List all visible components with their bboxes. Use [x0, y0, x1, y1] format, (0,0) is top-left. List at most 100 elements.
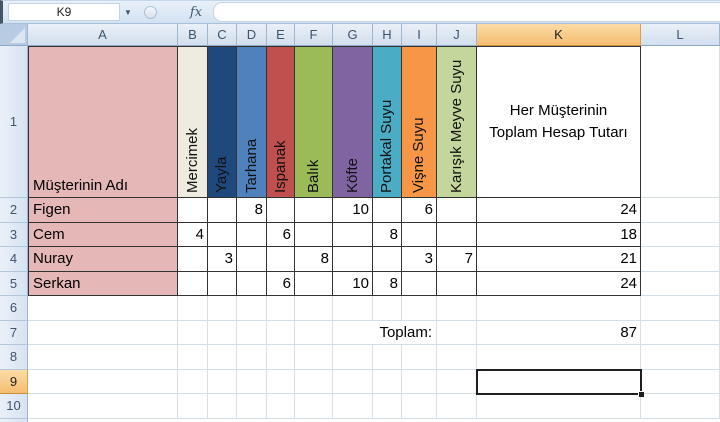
column-header-C[interactable]: C [208, 24, 237, 46]
column-header-L[interactable]: L [641, 24, 720, 46]
cell-I9[interactable] [402, 369, 437, 394]
column-header-E[interactable]: E [267, 24, 295, 46]
cell-F6[interactable] [295, 296, 333, 321]
column-header-G[interactable]: G [333, 24, 373, 46]
cell-F10[interactable] [295, 394, 333, 419]
cell-E8[interactable] [267, 345, 295, 370]
cell-J3[interactable] [437, 222, 477, 247]
cell-F4[interactable]: 8 [295, 247, 333, 272]
cell-E10[interactable] [267, 394, 295, 419]
column-header-B[interactable]: B [178, 24, 208, 46]
cell-C8[interactable] [208, 345, 237, 370]
row-header-4[interactable]: 4 [0, 247, 28, 272]
cell-L8[interactable] [641, 345, 720, 370]
cell-F8[interactable] [295, 345, 333, 370]
cell-F2[interactable] [295, 198, 333, 223]
column-header-F[interactable]: F [295, 24, 333, 46]
cell-D3[interactable] [237, 222, 267, 247]
cell-J6[interactable] [437, 296, 477, 321]
cell-K1-total-header[interactable]: Her Müşterinin Toplam Hesap Tutarı [477, 46, 641, 198]
select-all-corner[interactable] [0, 24, 28, 46]
cell-H9[interactable] [373, 369, 402, 394]
cell-F9[interactable] [295, 369, 333, 394]
row-header-7[interactable]: 7 [0, 320, 28, 345]
cell-C5[interactable] [208, 271, 237, 296]
cell-E4[interactable] [267, 247, 295, 272]
cell-D5[interactable] [237, 271, 267, 296]
cell-B7[interactable] [178, 320, 208, 345]
cell-D4[interactable] [237, 247, 267, 272]
cell-A9[interactable] [28, 369, 178, 394]
cell-J8[interactable] [437, 345, 477, 370]
cell-L7[interactable] [641, 320, 720, 345]
cell-D7[interactable] [237, 320, 267, 345]
cell-A2-customer-name[interactable]: Figen [28, 198, 178, 223]
cell-F5[interactable] [295, 271, 333, 296]
cell-L10[interactable] [641, 394, 720, 419]
column-header-K-selected[interactable]: K [477, 24, 641, 46]
cell-J10[interactable] [437, 394, 477, 419]
cell-I2[interactable]: 6 [402, 198, 437, 223]
cell-L4[interactable] [641, 247, 720, 272]
cell-J2[interactable] [437, 198, 477, 223]
cell-E9[interactable] [267, 369, 295, 394]
cell-H5[interactable]: 8 [373, 271, 402, 296]
cell-I10[interactable] [402, 394, 437, 419]
cell-A4-customer-name[interactable]: Nuray [28, 247, 178, 272]
column-header-D[interactable]: D [237, 24, 267, 46]
cell-D10[interactable] [237, 394, 267, 419]
cell-G1-product-header[interactable]: Köfte [333, 46, 373, 198]
cell-K8[interactable] [477, 345, 641, 370]
cell-L6[interactable] [641, 296, 720, 321]
cell-H2[interactable] [373, 198, 402, 223]
cell-K3-row-total[interactable]: 18 [477, 222, 641, 247]
cell-J5[interactable] [437, 271, 477, 296]
cell-H8[interactable] [373, 345, 402, 370]
cell-G6[interactable] [333, 296, 373, 321]
cell-C4[interactable]: 3 [208, 247, 237, 272]
row-header-11-partial[interactable] [0, 418, 28, 422]
cell-A3-customer-name[interactable]: Cem [28, 222, 178, 247]
cell-B5[interactable] [178, 271, 208, 296]
column-header-J[interactable]: J [437, 24, 477, 46]
cell-B2[interactable] [178, 198, 208, 223]
cell-L9[interactable] [641, 369, 720, 394]
row-header-3[interactable]: 3 [0, 222, 28, 247]
cell-J1-product-header[interactable]: Karışık Meyve Suyu [437, 46, 477, 198]
cell-A7[interactable] [28, 320, 178, 345]
cell-E7[interactable] [267, 320, 295, 345]
cell-F3[interactable] [295, 222, 333, 247]
cell-K2-row-total[interactable]: 24 [477, 198, 641, 223]
cell-K7-grand-total[interactable]: 87 [477, 320, 641, 345]
cell-E1-product-header[interactable]: Ispanak [267, 46, 295, 198]
cell-E5[interactable]: 6 [267, 271, 295, 296]
cell-F7[interactable] [295, 320, 333, 345]
column-header-A[interactable]: A [28, 24, 178, 46]
cell-I6[interactable] [402, 296, 437, 321]
cell-L1[interactable] [641, 46, 720, 198]
cell-A8[interactable] [28, 345, 178, 370]
insert-function-icon[interactable]: fx [189, 4, 203, 20]
cell-K6[interactable] [477, 296, 641, 321]
cell-E3[interactable]: 6 [267, 222, 295, 247]
cell-F1-product-header[interactable]: Balık [295, 46, 333, 198]
column-header-I[interactable]: I [402, 24, 437, 46]
cell-D6[interactable] [237, 296, 267, 321]
cell-B4[interactable] [178, 247, 208, 272]
cell-G3[interactable] [333, 222, 373, 247]
cell-E6[interactable] [267, 296, 295, 321]
row-header-9-selected[interactable]: 9 [0, 369, 28, 394]
cell-A1-customer-header[interactable]: Müşterinin Adı [28, 46, 178, 198]
cell-B10[interactable] [178, 394, 208, 419]
row-header-6[interactable]: 6 [0, 296, 28, 321]
cell-I4[interactable]: 3 [402, 247, 437, 272]
formula-input[interactable] [213, 2, 720, 22]
cell-G8[interactable] [333, 345, 373, 370]
cell-C9[interactable] [208, 369, 237, 394]
cell-C6[interactable] [208, 296, 237, 321]
cell-C7[interactable] [208, 320, 237, 345]
cell-G4[interactable] [333, 247, 373, 272]
row-header-8[interactable]: 8 [0, 345, 28, 370]
cell-H3[interactable]: 8 [373, 222, 402, 247]
cell-H4[interactable] [373, 247, 402, 272]
